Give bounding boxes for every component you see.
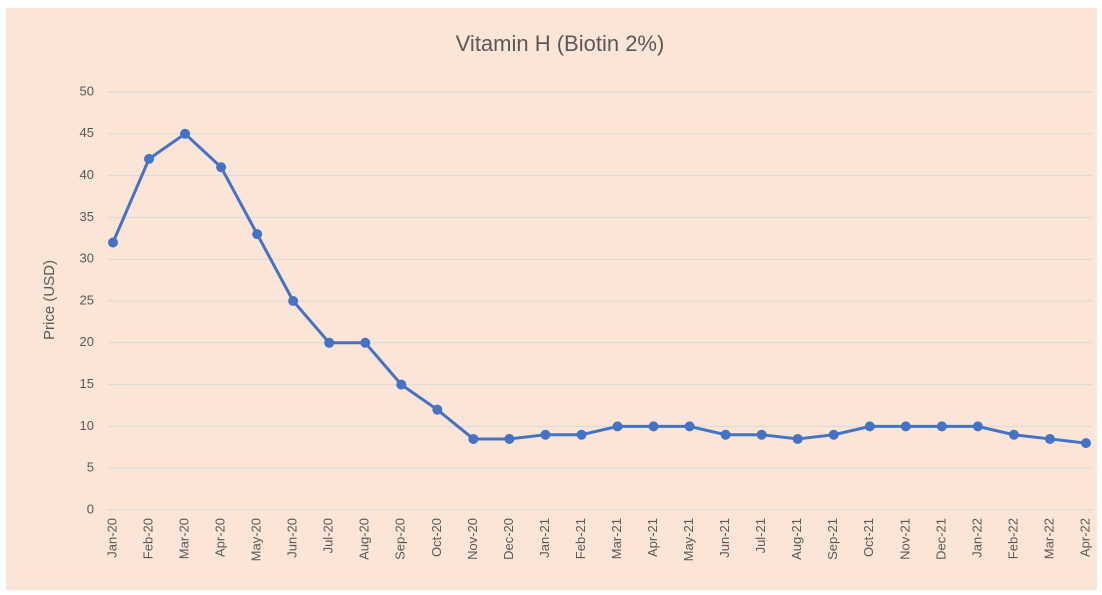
- x-tick-label: Oct-20: [429, 518, 444, 557]
- x-tick-label: Aug-20: [357, 518, 372, 560]
- x-tick-label: Jul-20: [321, 518, 336, 553]
- data-point: [180, 128, 191, 139]
- data-point: [1044, 433, 1055, 444]
- y-tick-label: 15: [80, 376, 94, 391]
- data-point: [684, 421, 695, 432]
- x-tick-label: Sep-21: [825, 518, 840, 560]
- x-tick-label: Mar-20: [177, 518, 192, 559]
- x-tick-label: Sep-20: [393, 518, 408, 560]
- x-tick-label: Dec-20: [501, 518, 516, 560]
- x-tick-label: Jul-21: [753, 518, 768, 553]
- x-tick-label: May-21: [681, 518, 696, 561]
- y-tick-label: 25: [80, 292, 94, 307]
- y-tick-label: 10: [80, 418, 94, 433]
- y-tick-label: 30: [80, 251, 94, 266]
- data-point: [864, 421, 875, 432]
- data-point: [1008, 429, 1019, 440]
- x-tick-label: Jan-21: [537, 518, 552, 558]
- x-tick-label: Feb-21: [573, 518, 588, 559]
- x-tick-label: Apr-21: [645, 518, 660, 557]
- x-tick-label: May-20: [249, 518, 264, 561]
- data-point: [288, 296, 299, 306]
- y-tick-label: 0: [87, 501, 94, 516]
- data-point: [1081, 438, 1091, 449]
- x-tick-label: Oct-21: [861, 518, 876, 557]
- data-point: [108, 237, 118, 248]
- data-point: [720, 429, 731, 440]
- data-point: [576, 429, 587, 440]
- data-point: [144, 153, 155, 164]
- data-point: [828, 429, 839, 440]
- data-point: [396, 379, 407, 390]
- y-tick-label: 45: [80, 125, 94, 140]
- y-tick-label: 40: [80, 167, 94, 182]
- x-tick-label: Feb-20: [140, 518, 155, 559]
- x-tick-label: Nov-20: [465, 518, 480, 560]
- x-tick-label: Jun-21: [717, 518, 732, 558]
- x-tick-label: Nov-21: [897, 518, 912, 560]
- x-tick-label: Apr-20: [213, 518, 228, 557]
- data-point: [756, 429, 767, 440]
- data-point: [504, 433, 515, 444]
- y-tick-label: 50: [80, 83, 94, 98]
- y-tick-label: 20: [80, 334, 94, 349]
- data-point: [792, 433, 803, 444]
- data-point: [468, 433, 479, 444]
- x-tick-label: Mar-21: [609, 518, 624, 559]
- y-tick-label: 5: [87, 460, 94, 475]
- data-point: [972, 421, 983, 432]
- y-axis-label: Price (USD): [41, 260, 58, 340]
- data-point: [612, 421, 623, 432]
- x-tick-label: Jan-22: [969, 518, 984, 558]
- chart-title: Vitamin H (Biotin 2%): [456, 31, 665, 56]
- x-tick-label: Aug-21: [789, 518, 804, 560]
- data-point: [432, 404, 443, 415]
- data-point: [360, 337, 371, 348]
- x-tick-label: Jan-20: [104, 518, 119, 558]
- x-tick-label: Feb-22: [1005, 518, 1020, 559]
- data-point: [900, 421, 911, 432]
- data-point: [324, 337, 335, 348]
- data-point: [216, 162, 227, 173]
- data-point: [252, 229, 263, 240]
- x-tick-label: Jun-20: [285, 518, 300, 558]
- series-line: [111, 132, 1087, 445]
- x-tick-label: Apr-22: [1077, 518, 1092, 557]
- chart-background: [6, 8, 1097, 590]
- data-point: [648, 421, 659, 432]
- x-tick-label: Dec-21: [933, 518, 948, 560]
- y-tick-label: 35: [80, 209, 94, 224]
- data-point: [540, 429, 551, 440]
- data-point: [936, 421, 947, 432]
- x-tick-label: Mar-22: [1041, 518, 1056, 559]
